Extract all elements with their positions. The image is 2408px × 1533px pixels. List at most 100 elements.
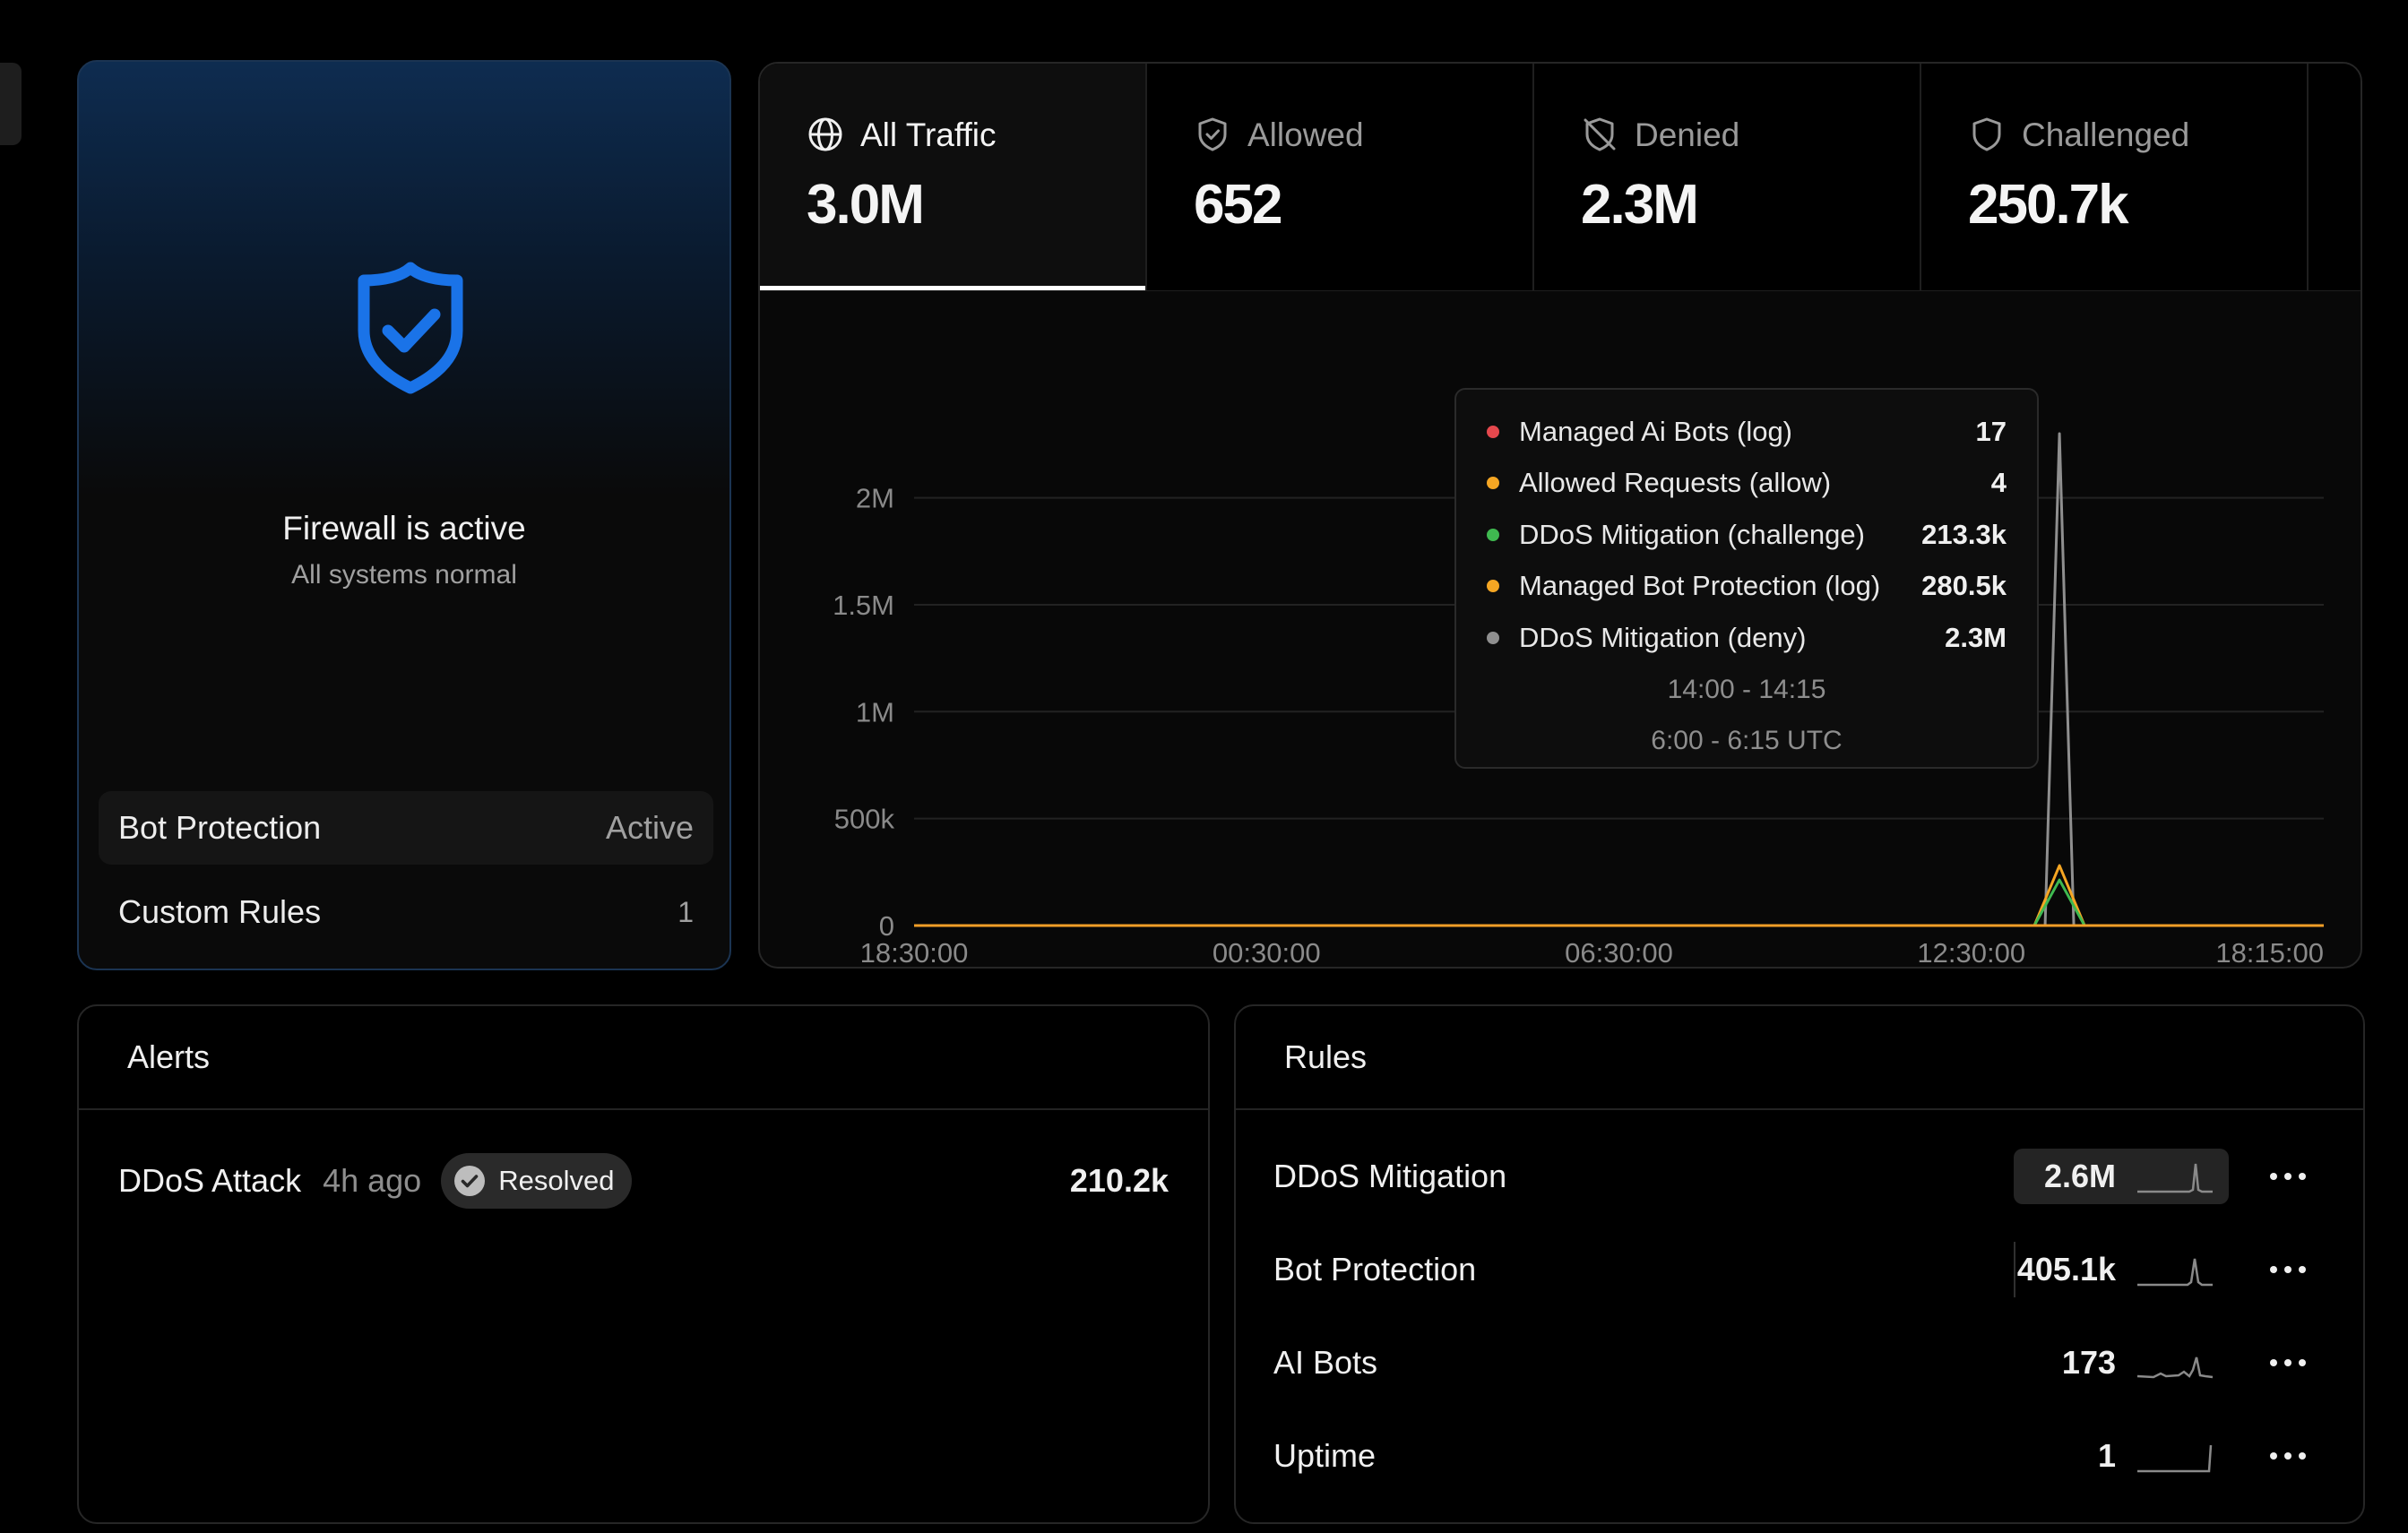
rule-name: Bot Protection — [1273, 1251, 1477, 1288]
active-tab-indicator — [760, 286, 1145, 290]
rule-stat: 1 — [2014, 1428, 2229, 1484]
tab-all-traffic-value: 3.0M — [807, 174, 925, 236]
tab-all-traffic[interactable]: All Traffic 3.0M — [760, 64, 1147, 290]
tooltip-series-name: Allowed Requests (allow) — [1519, 467, 1832, 499]
traffic-card: All Traffic 3.0M Allowed 652 Denied 2.3M — [758, 62, 2362, 969]
shield-check-icon — [358, 262, 463, 394]
x-tick-label: 12:30:00 — [1917, 937, 2025, 969]
status-badge-label: Resolved — [498, 1165, 615, 1196]
rule-row-ddos-mitigation[interactable]: DDoS Mitigation 2.6M — [1273, 1145, 2315, 1208]
rule-stat: 2.6M — [2014, 1149, 2229, 1204]
rule-name: DDoS Mitigation — [1273, 1158, 1507, 1194]
firewall-status-card: Firewall is active All systems normal Bo… — [77, 60, 731, 970]
traffic-tabs: All Traffic 3.0M Allowed 652 Denied 2.3M — [760, 64, 2361, 291]
tab-allowed[interactable]: Allowed 652 — [1147, 64, 1534, 290]
x-tick-label: 18:30:00 — [860, 937, 969, 969]
legend-dot — [1487, 580, 1499, 593]
tooltip-series-value: 2.3M — [1945, 621, 2007, 653]
custom-rules-label: Custom Rules — [118, 893, 322, 930]
custom-rules-count: 1 — [678, 895, 694, 928]
traffic-line-chart[interactable]: 0 500k 1M 1.5M 2M 18:30:00 00:30:00 06:30:00 12:… — [760, 290, 2362, 969]
bot-protection-label: Bot Protection — [118, 809, 322, 846]
rule-value: 2.6M — [2043, 1158, 2116, 1194]
tooltip-series-value: 213.3k — [1921, 518, 2007, 550]
y-tick-label: 1.5M — [833, 590, 894, 621]
tooltip-row: DDoS Mitigation (deny) 2.3M — [1456, 612, 2037, 664]
tab-challenged-value: 250.7k — [1968, 174, 2129, 236]
tab-denied[interactable]: Denied 2.3M — [1534, 64, 1921, 290]
rule-value: 405.1k — [2016, 1251, 2116, 1288]
y-tick-label: 2M — [856, 483, 894, 514]
shield-check-icon — [1198, 117, 1227, 151]
y-tick-label: 1M — [856, 696, 894, 728]
tab-allowed-value: 652 — [1194, 174, 1282, 236]
tooltip-time-utc: 6:00 - 6:15 UTC — [1651, 725, 1843, 755]
tab-challenged[interactable]: Challenged 250.7k — [1921, 64, 2309, 290]
tab-all-traffic-label: All Traffic — [860, 116, 997, 153]
tab-denied-value: 2.3M — [1581, 174, 1699, 236]
tooltip-row: Allowed Requests (allow) 4 — [1456, 458, 2037, 510]
rule-value: 1 — [2097, 1437, 2116, 1474]
custom-rules-row[interactable]: Custom Rules 1 — [99, 875, 713, 949]
rule-value: 173 — [2061, 1344, 2116, 1381]
tooltip-series-name: Managed Bot Protection (log) — [1519, 570, 1881, 602]
tooltip-series-value: 17 — [1975, 415, 2007, 447]
rule-name: Uptime — [1273, 1437, 1377, 1474]
x-tick-label: 00:30:00 — [1213, 937, 1321, 969]
rule-row-bot-protection[interactable]: Bot Protection 405.1k — [1273, 1238, 2315, 1301]
globe-icon — [808, 117, 842, 151]
series-line — [914, 864, 2324, 927]
rule-row-uptime[interactable]: Uptime 1 — [1273, 1425, 2315, 1487]
tab-allowed-label: Allowed — [1247, 116, 1364, 153]
tooltip-series-name: DDoS Mitigation (challenge) — [1519, 518, 1865, 550]
tooltip-row: DDoS Mitigation (challenge) 213.3k — [1456, 509, 2037, 561]
check-circle-icon — [454, 1166, 486, 1196]
status-badge: Resolved — [441, 1153, 633, 1209]
alert-count: 210.2k — [1069, 1162, 1169, 1199]
rule-stat: 173 — [2014, 1335, 2229, 1391]
more-options-icon[interactable] — [2261, 1438, 2315, 1474]
legend-dot — [1487, 528, 1499, 541]
series-line — [914, 878, 2324, 927]
rule-name: AI Bots — [1273, 1344, 1378, 1381]
alert-time-ago: 4h ago — [323, 1162, 422, 1199]
rule-row-ai-bots[interactable]: AI Bots 173 — [1273, 1331, 2315, 1394]
more-options-icon[interactable] — [2261, 1345, 2315, 1381]
bot-protection-row[interactable]: Bot Protection Active — [99, 791, 713, 865]
firewall-status-title: Firewall is active — [282, 510, 526, 547]
x-tick-label: 06:30:00 — [1565, 937, 1673, 969]
tooltip-series-value: 280.5k — [1921, 570, 2007, 602]
legend-dot — [1487, 631, 1499, 644]
firewall-status-subtitle: All systems normal — [291, 560, 517, 590]
shield-icon — [1972, 117, 2001, 151]
alerts-title: Alerts — [79, 1006, 1208, 1110]
alerts-card: Alerts DDoS Attack 4h ago Resolved 210.2… — [77, 1004, 1210, 1524]
tooltip-series-value: 4 — [1990, 467, 2007, 499]
legend-dot — [1487, 477, 1499, 490]
tooltip-row: Managed Ai Bots (log) 17 — [1456, 406, 2037, 458]
tooltip-row: Managed Bot Protection (log) 280.5k — [1456, 561, 2037, 613]
rules-title: Rules — [1236, 1006, 2363, 1110]
tab-challenged-label: Challenged — [2022, 116, 2190, 153]
sparkline — [2137, 1258, 2213, 1287]
y-tick-label: 500k — [834, 804, 895, 835]
legend-dot — [1487, 425, 1499, 438]
chart-tooltip: Managed Ai Bots (log) 17 Allowed Request… — [1454, 388, 2039, 769]
alert-name: DDoS Attack — [118, 1162, 302, 1199]
tooltip-series-name: DDoS Mitigation (deny) — [1519, 621, 1807, 653]
sparkline — [2137, 1444, 2213, 1473]
more-options-icon[interactable] — [2261, 1158, 2315, 1194]
y-tick-label: 0 — [879, 910, 894, 942]
rules-card: Rules — [1234, 1004, 2365, 1524]
bot-protection-status: Active — [605, 809, 694, 846]
sparkline — [2137, 1163, 2213, 1193]
tooltip-time-local: 14:00 - 14:15 — [1667, 674, 1826, 704]
shield-off-icon — [1584, 117, 1616, 151]
tab-denied-label: Denied — [1635, 116, 1740, 153]
more-options-icon[interactable] — [2261, 1252, 2315, 1288]
alert-item[interactable]: DDoS Attack 4h ago Resolved 210.2k — [118, 1150, 1169, 1212]
tooltip-series-name: Managed Ai Bots (log) — [1519, 415, 1793, 447]
x-tick-label: 18:15:00 — [2215, 937, 2324, 969]
sparkline — [2136, 1356, 2214, 1379]
rule-stat: 405.1k — [2014, 1242, 2229, 1297]
